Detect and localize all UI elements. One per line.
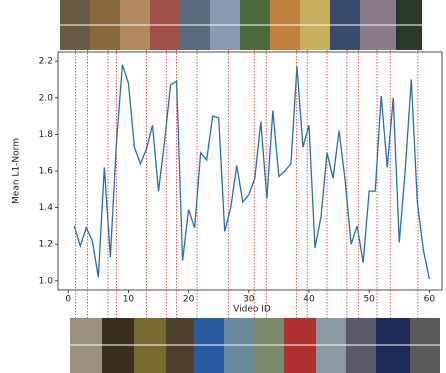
data-line xyxy=(73,64,430,280)
top-thumbnails xyxy=(60,0,422,50)
y-tick-label: 2.2 xyxy=(39,57,53,67)
bottom-thumbnails xyxy=(70,318,440,373)
x-tick-label: 60 xyxy=(424,295,436,305)
plot-frame xyxy=(57,51,443,291)
y-tick-label: 1.2 xyxy=(39,240,53,250)
y-tick-label: 1.8 xyxy=(39,130,54,140)
x-tick-label: 0 xyxy=(65,295,71,305)
x-axis-label: Video ID xyxy=(233,305,271,315)
x-tick-label: 40 xyxy=(303,295,315,305)
y-tick-label: 1.4 xyxy=(39,203,54,213)
y-axis-label: Mean L1-Norm xyxy=(12,138,22,204)
x-tick-label: 10 xyxy=(123,295,135,305)
x-tick-label: 30 xyxy=(243,295,255,305)
y-tick-label: 1.6 xyxy=(39,167,54,177)
y-tick-label: 2.0 xyxy=(39,93,54,103)
x-tick-label: 50 xyxy=(363,295,375,305)
y-tick-label: 1.0 xyxy=(39,276,54,286)
x-tick-label: 20 xyxy=(183,295,195,305)
